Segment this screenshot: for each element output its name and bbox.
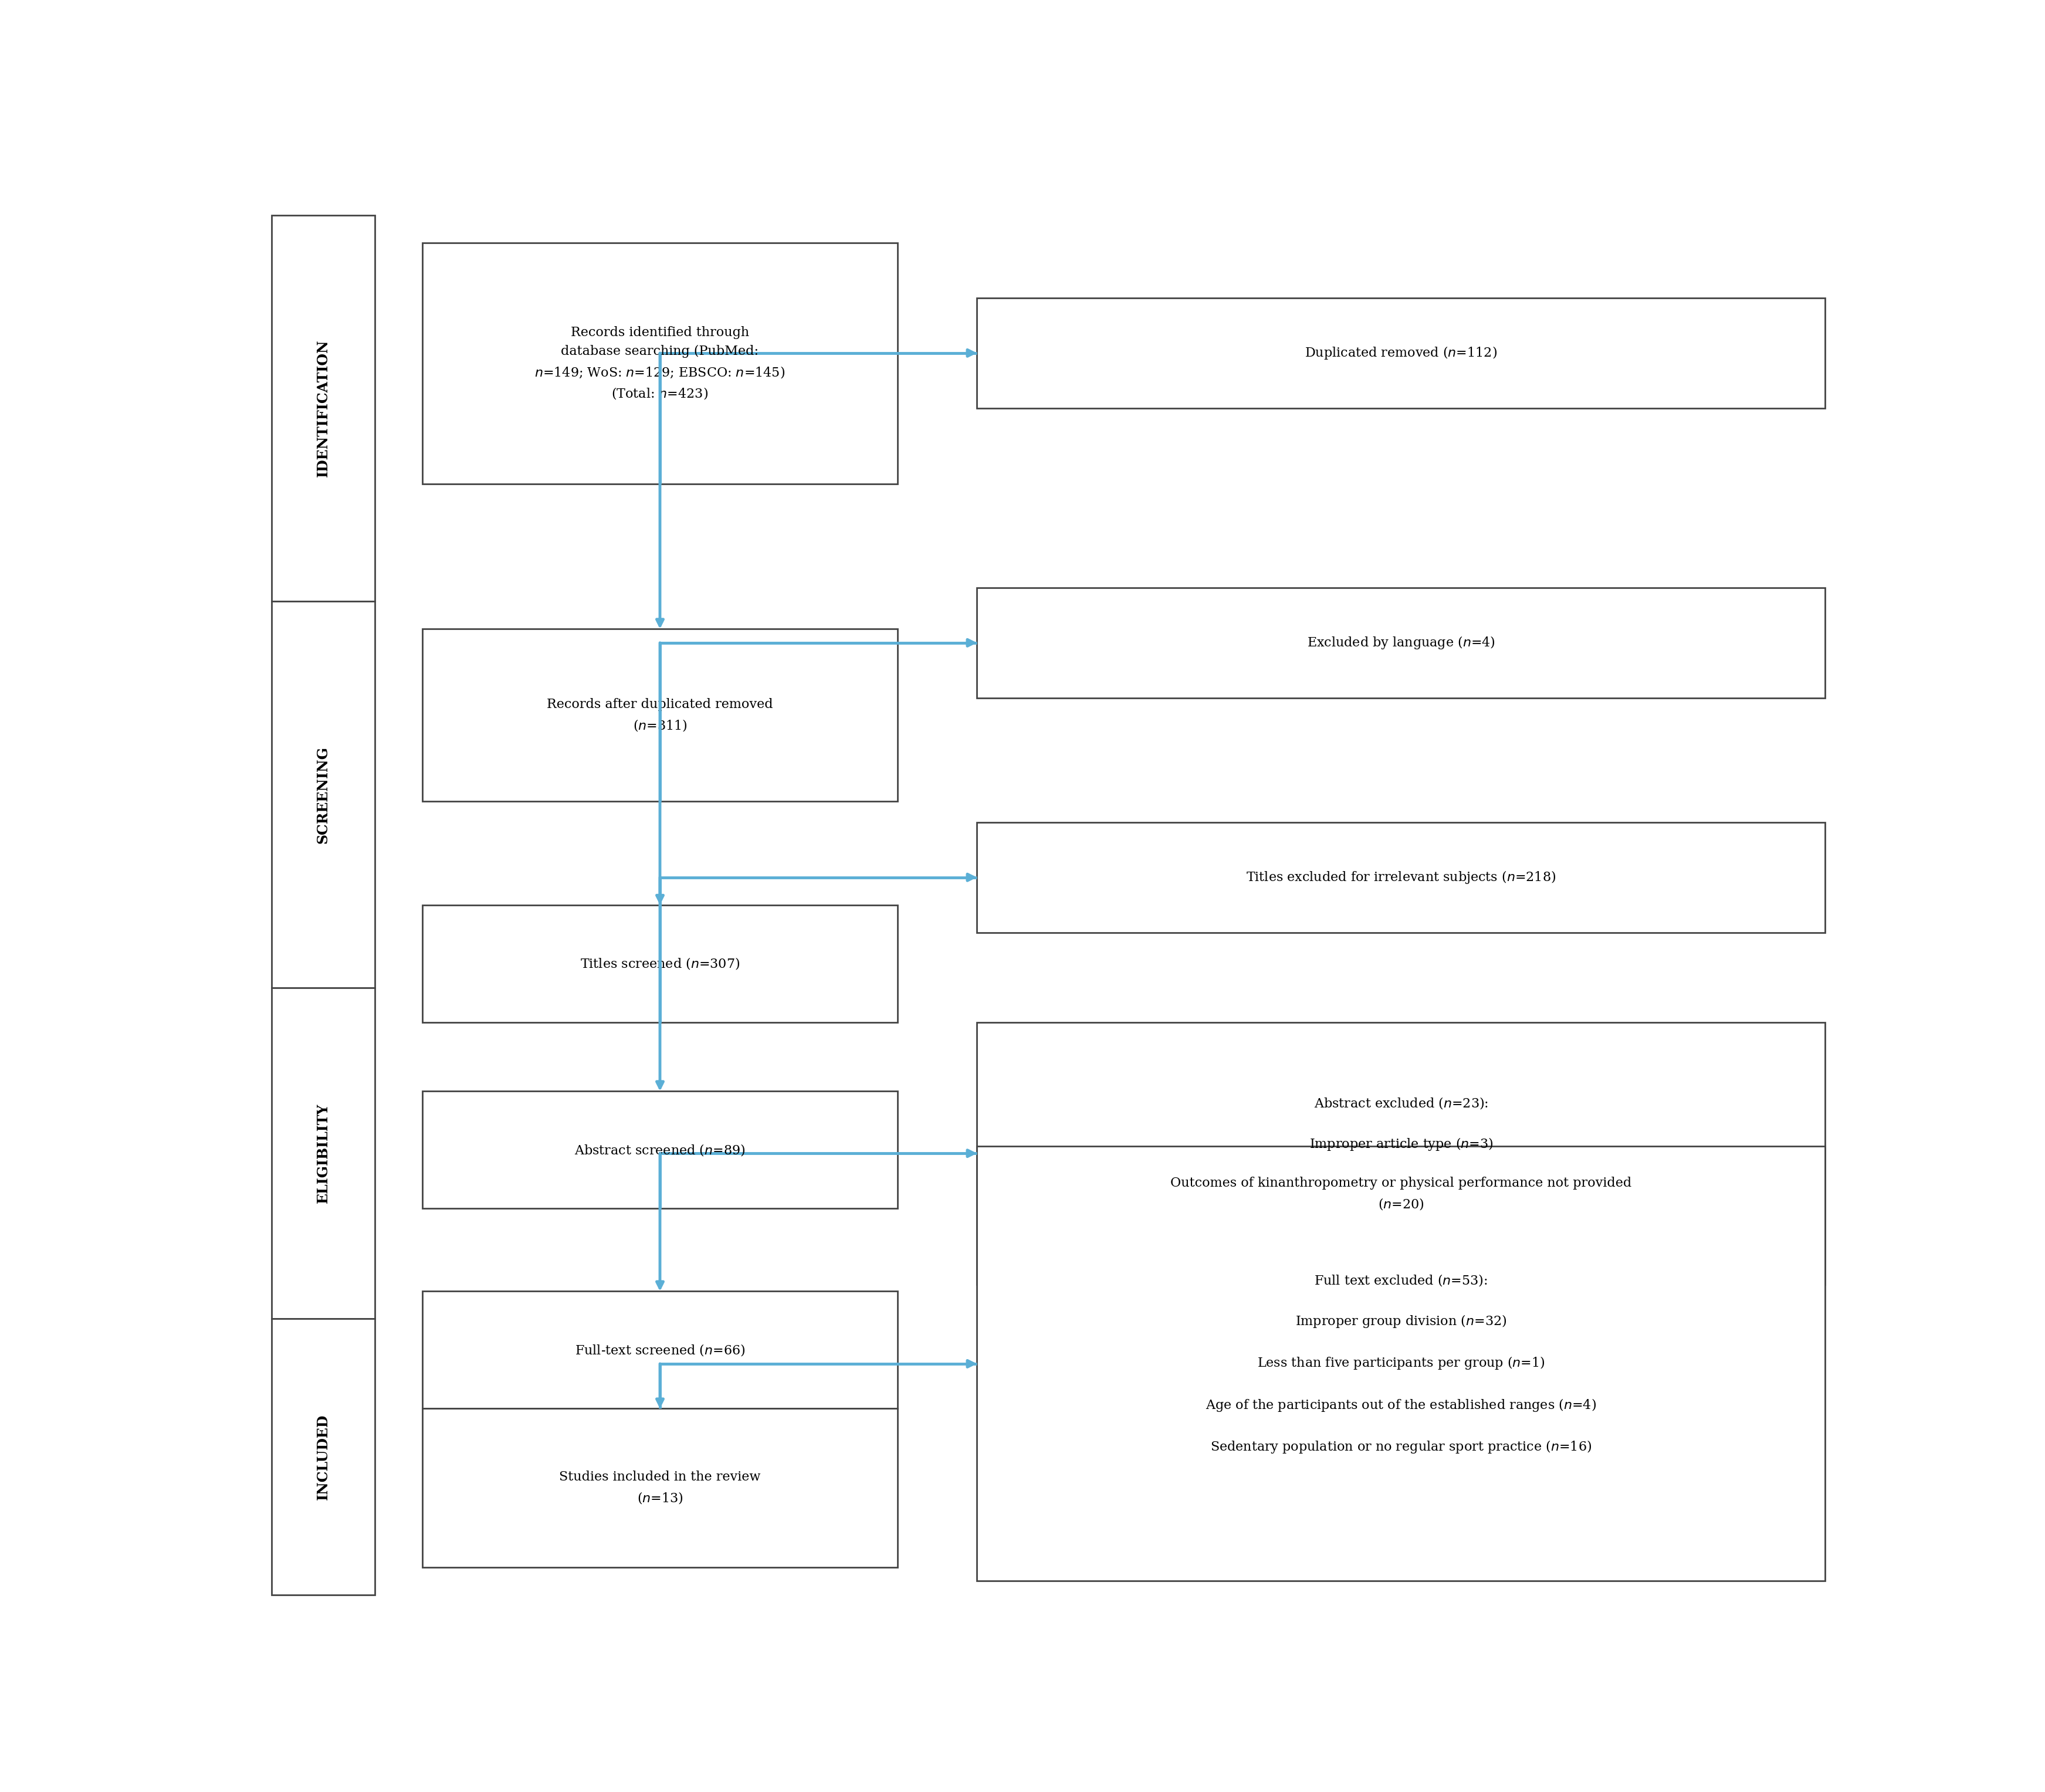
Text: Excluded by language ($n$=4): Excluded by language ($n$=4) [1307, 634, 1495, 650]
Text: Titles excluded for irrelevant subjects ($n$=218): Titles excluded for irrelevant subjects … [1245, 869, 1556, 885]
Bar [978, 1021, 1824, 1285]
Bar [421, 242, 898, 484]
Bar [421, 1409, 898, 1568]
Bar [978, 297, 1824, 409]
Bar [421, 905, 898, 1021]
Text: Abstract excluded ($n$=23):

Improper article type ($n$=3)

Outcomes of kinanthr: Abstract excluded ($n$=23): Improper art… [1170, 1095, 1632, 1211]
Text: Records identified through
database searching (PubMed:
$n$=149; WoS: $n$=129; EB: Records identified through database sear… [534, 326, 785, 401]
Bar [272, 987, 374, 1319]
Text: ELIGIBILITY: ELIGIBILITY [315, 1104, 329, 1202]
Bar [421, 1292, 898, 1409]
Text: Studies included in the review
($n$=13): Studies included in the review ($n$=13) [558, 1471, 761, 1505]
Text: Duplicated removed ($n$=112): Duplicated removed ($n$=112) [1305, 346, 1497, 360]
Bar [978, 588, 1824, 697]
Text: Abstract screened ($n$=89): Abstract screened ($n$=89) [575, 1143, 744, 1158]
Text: SCREENING: SCREENING [315, 745, 329, 844]
Text: Full text excluded ($n$=53):

Improper group division ($n$=32)

Less than five p: Full text excluded ($n$=53): Improper gr… [1205, 1272, 1595, 1455]
Bar [421, 629, 898, 801]
Text: Records after duplicated removed
($n$=311): Records after duplicated removed ($n$=31… [546, 699, 773, 733]
Text: IDENTIFICATION: IDENTIFICATION [315, 339, 329, 477]
Text: Full-text screened ($n$=66): Full-text screened ($n$=66) [575, 1342, 744, 1357]
Bar [978, 823, 1824, 932]
Bar [272, 602, 374, 987]
Bar [272, 215, 374, 602]
Text: Titles screened ($n$=307): Titles screened ($n$=307) [581, 957, 740, 971]
Bar [272, 1319, 374, 1595]
Bar [421, 1091, 898, 1208]
Text: INCLUDED: INCLUDED [315, 1414, 329, 1500]
Bar [978, 1147, 1824, 1581]
